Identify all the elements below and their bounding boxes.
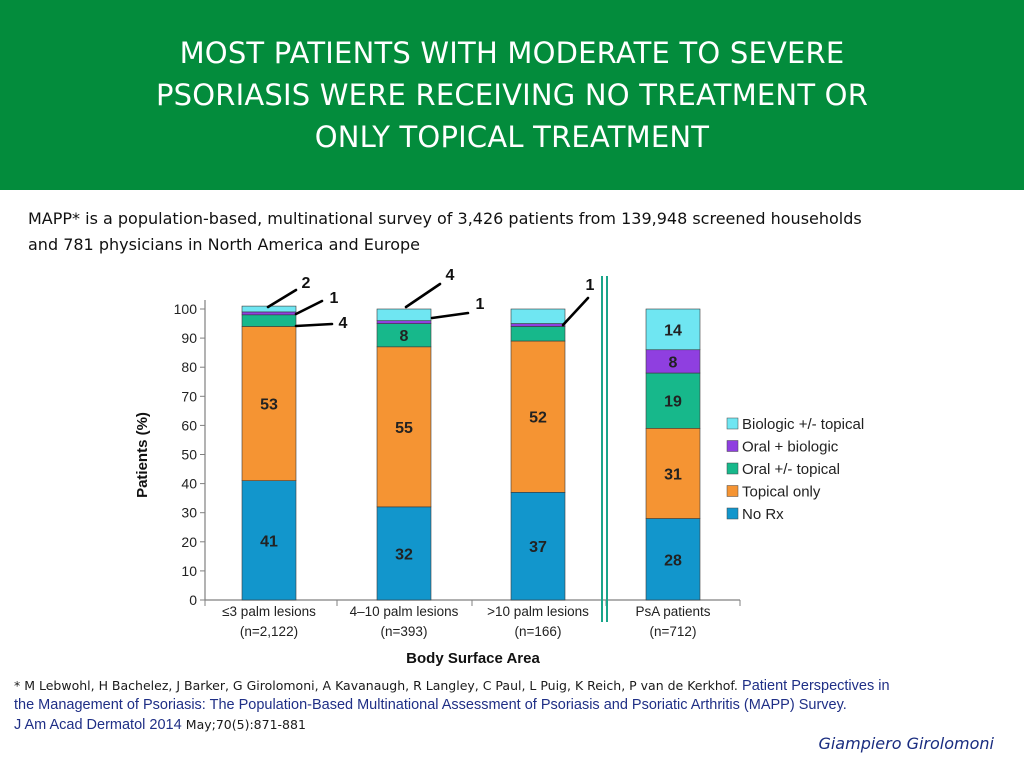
bar-value-label: 55 [395, 420, 413, 437]
legend-entry: Oral + biologic [742, 439, 839, 456]
bar-segment [376, 506, 432, 601]
callout-label: 4 [339, 315, 348, 332]
legend-swatch [726, 462, 739, 475]
callout-line [294, 299, 324, 316]
callout-line [561, 296, 590, 327]
y-tick-label: 40 [181, 476, 197, 492]
legend-swatch [726, 485, 739, 497]
bar-segment [241, 314, 297, 327]
reference-citation: * M Lebwohl, H Bachelez, J Barker, G Gir… [14, 676, 1014, 735]
y-tick-label: 30 [181, 505, 197, 521]
y-tick-label: 80 [181, 359, 197, 375]
bar-value-label: 8 [669, 354, 678, 371]
y-tick-label: 70 [181, 388, 197, 404]
reference-title-part-1: Patient Perspectives in [742, 678, 890, 694]
bar-segment [241, 311, 297, 316]
callout-label: 1 [586, 277, 595, 294]
x-category-n-label: (n=712) [650, 624, 697, 639]
bar-segment [241, 326, 297, 481]
bar-segment [376, 320, 432, 324]
bar-segment [510, 323, 566, 327]
reference-volume: May;70(5):871-881 [185, 717, 306, 732]
survey-description-line-2: and 781 physicians in North America and … [28, 235, 421, 254]
bar-value-label: 37 [529, 539, 547, 556]
callout-label: 4 [446, 267, 455, 284]
bar-value-label: 14 [664, 322, 682, 339]
y-axis-title: Patients (%) [134, 412, 151, 498]
x-category-n-label: (n=2,122) [240, 624, 298, 639]
title-banner: MOST PATIENTS WITH MODERATE TO SEVERE PS… [0, 0, 1024, 190]
reference-title-part-2: the Management of Psoriasis: The Populat… [14, 697, 847, 713]
bar-value-label: 52 [529, 410, 547, 427]
bar-value-label: 41 [260, 533, 278, 550]
bar-value-label: 53 [260, 397, 278, 414]
y-tick-label: 10 [181, 563, 197, 579]
y-tick-label: 90 [181, 330, 197, 346]
reference-journal: J Am Acad Dermatol 2014 [14, 717, 182, 733]
legend-entry: Biologic +/- topical [742, 416, 864, 433]
bar-value-label: 8 [400, 328, 409, 345]
legend-entry: No Rx [742, 506, 784, 523]
bar-segment [645, 518, 701, 601]
reference-authors: * M Lebwohl, H Bachelez, J Barker, G Gir… [14, 678, 738, 693]
legend-swatch [726, 507, 739, 520]
bar-segment [645, 308, 701, 351]
callout-label: 1 [330, 290, 339, 307]
bar-segment [645, 372, 701, 429]
bar-segment [510, 492, 566, 601]
callout-line [294, 322, 334, 328]
callout-line [266, 288, 298, 309]
slide-title-line-3: ONLY TOPICAL TREATMENT [314, 120, 710, 154]
x-category-label: PsA patients [635, 604, 710, 619]
bar-value-label: 28 [664, 552, 682, 569]
slide-title-line-2: PSORIASIS WERE RECEIVING NO TREATMENT OR [155, 78, 869, 112]
x-category-n-label: (n=166) [515, 624, 562, 639]
legend-entry: Topical only [742, 484, 821, 501]
bar-value-label: 32 [395, 546, 413, 563]
bar-segment [376, 346, 432, 508]
survey-description: MAPP* is a population-based, multination… [28, 206, 1003, 258]
legend-swatch [726, 417, 739, 430]
bar-segment [645, 428, 701, 519]
legend-entry: Oral +/- topical [742, 461, 840, 478]
bar-segment [376, 308, 432, 321]
x-axis-title: Body Surface Area [406, 650, 540, 667]
callout-line [430, 311, 470, 320]
x-category-n-label: (n=393) [381, 624, 428, 639]
bar-segment [510, 326, 566, 342]
bar-segment [510, 308, 566, 324]
presenter-name: Giampiero Girolomoni [818, 734, 994, 753]
bar-segment [241, 480, 297, 601]
bar-value-label: 19 [664, 394, 682, 411]
x-category-label: ≤3 palm lesions [222, 604, 316, 619]
x-category-label: 4–10 palm lesions [350, 604, 459, 619]
bar-segment [510, 340, 566, 493]
y-tick-label: 0 [189, 592, 197, 608]
callout-line [404, 282, 442, 309]
survey-description-line-1: MAPP* is a population-based, multination… [28, 209, 862, 228]
x-category-label: >10 palm lesions [487, 604, 589, 619]
slide-title-line-1: MOST PATIENTS WITH MODERATE TO SEVERE [179, 36, 845, 70]
y-tick-label: 60 [181, 417, 197, 433]
legend-swatch [726, 440, 739, 452]
bar-value-label: 31 [664, 466, 682, 483]
callout-label: 2 [302, 275, 311, 292]
callout-label: 1 [476, 296, 485, 313]
y-tick-label: 50 [181, 447, 197, 463]
y-tick-label: 20 [181, 534, 197, 550]
y-tick-label: 100 [174, 301, 198, 317]
